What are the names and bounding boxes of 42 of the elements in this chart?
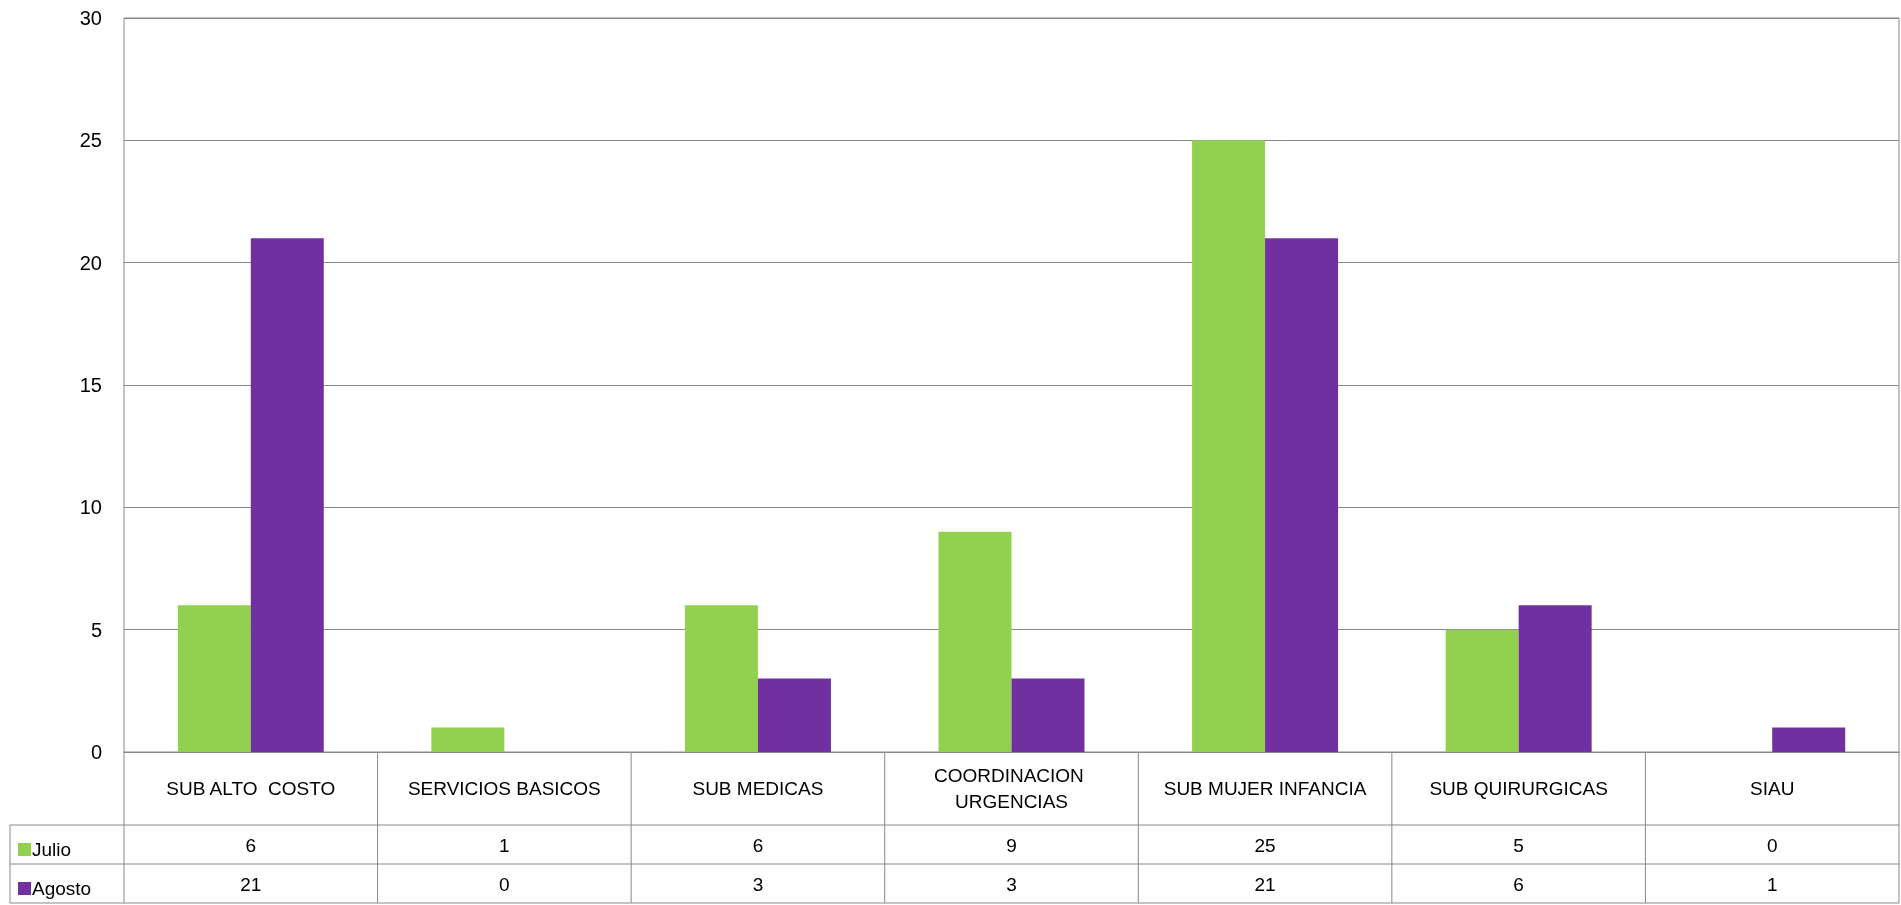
bar (1518, 605, 1592, 752)
data-label: 25 (1254, 834, 1276, 856)
bar (757, 678, 831, 752)
data-label: 21 (1254, 873, 1276, 895)
bar (1445, 629, 1519, 752)
x-tick-label: SIAU (1750, 778, 1795, 799)
bar (938, 531, 1012, 752)
x-tick-label: SUB QUIRURGICAS (1429, 778, 1608, 799)
data-label: 3 (1006, 873, 1017, 895)
y-tick-label: 25 (79, 129, 102, 152)
bar (1011, 678, 1085, 752)
data-label: 6 (1513, 873, 1524, 895)
data-label: 6 (245, 834, 257, 856)
data-label: 1 (1766, 873, 1778, 895)
x-tick-label: SUB MUJER INFANCIA (1163, 778, 1367, 799)
y-tick-label: 30 (79, 7, 102, 29)
legend-label: Agosto (32, 878, 92, 899)
bar (177, 605, 251, 752)
x-tick-label: SUB MEDICAS (692, 778, 824, 799)
bar (250, 238, 324, 752)
y-tick-label: 10 (79, 496, 102, 519)
bar (1265, 238, 1339, 752)
data-label: 0 (499, 873, 510, 895)
y-tick-label: 20 (79, 251, 102, 274)
data-label: 3 (752, 873, 764, 895)
x-tick-label: SUB ALTO COSTO (166, 778, 336, 799)
y-tick-label: 0 (90, 741, 102, 763)
bar (1772, 727, 1846, 752)
data-label: 5 (1513, 834, 1524, 856)
legend-label: Julio (32, 839, 72, 860)
x-tick-label: COORDINACION URGENCIAS (933, 765, 1090, 812)
x-tick-label: SERVICIOS BASICOS (407, 778, 601, 799)
y-tick-label: 15 (79, 374, 102, 396)
bar (1192, 140, 1266, 752)
data-label: 21 (240, 873, 262, 895)
y-tick-label: 5 (90, 618, 102, 641)
bar (431, 727, 505, 752)
data-label: 6 (752, 834, 764, 856)
data-label: 0 (1766, 834, 1778, 856)
bar (684, 605, 758, 752)
data-label: 1 (499, 834, 510, 856)
data-label: 9 (1006, 834, 1017, 856)
